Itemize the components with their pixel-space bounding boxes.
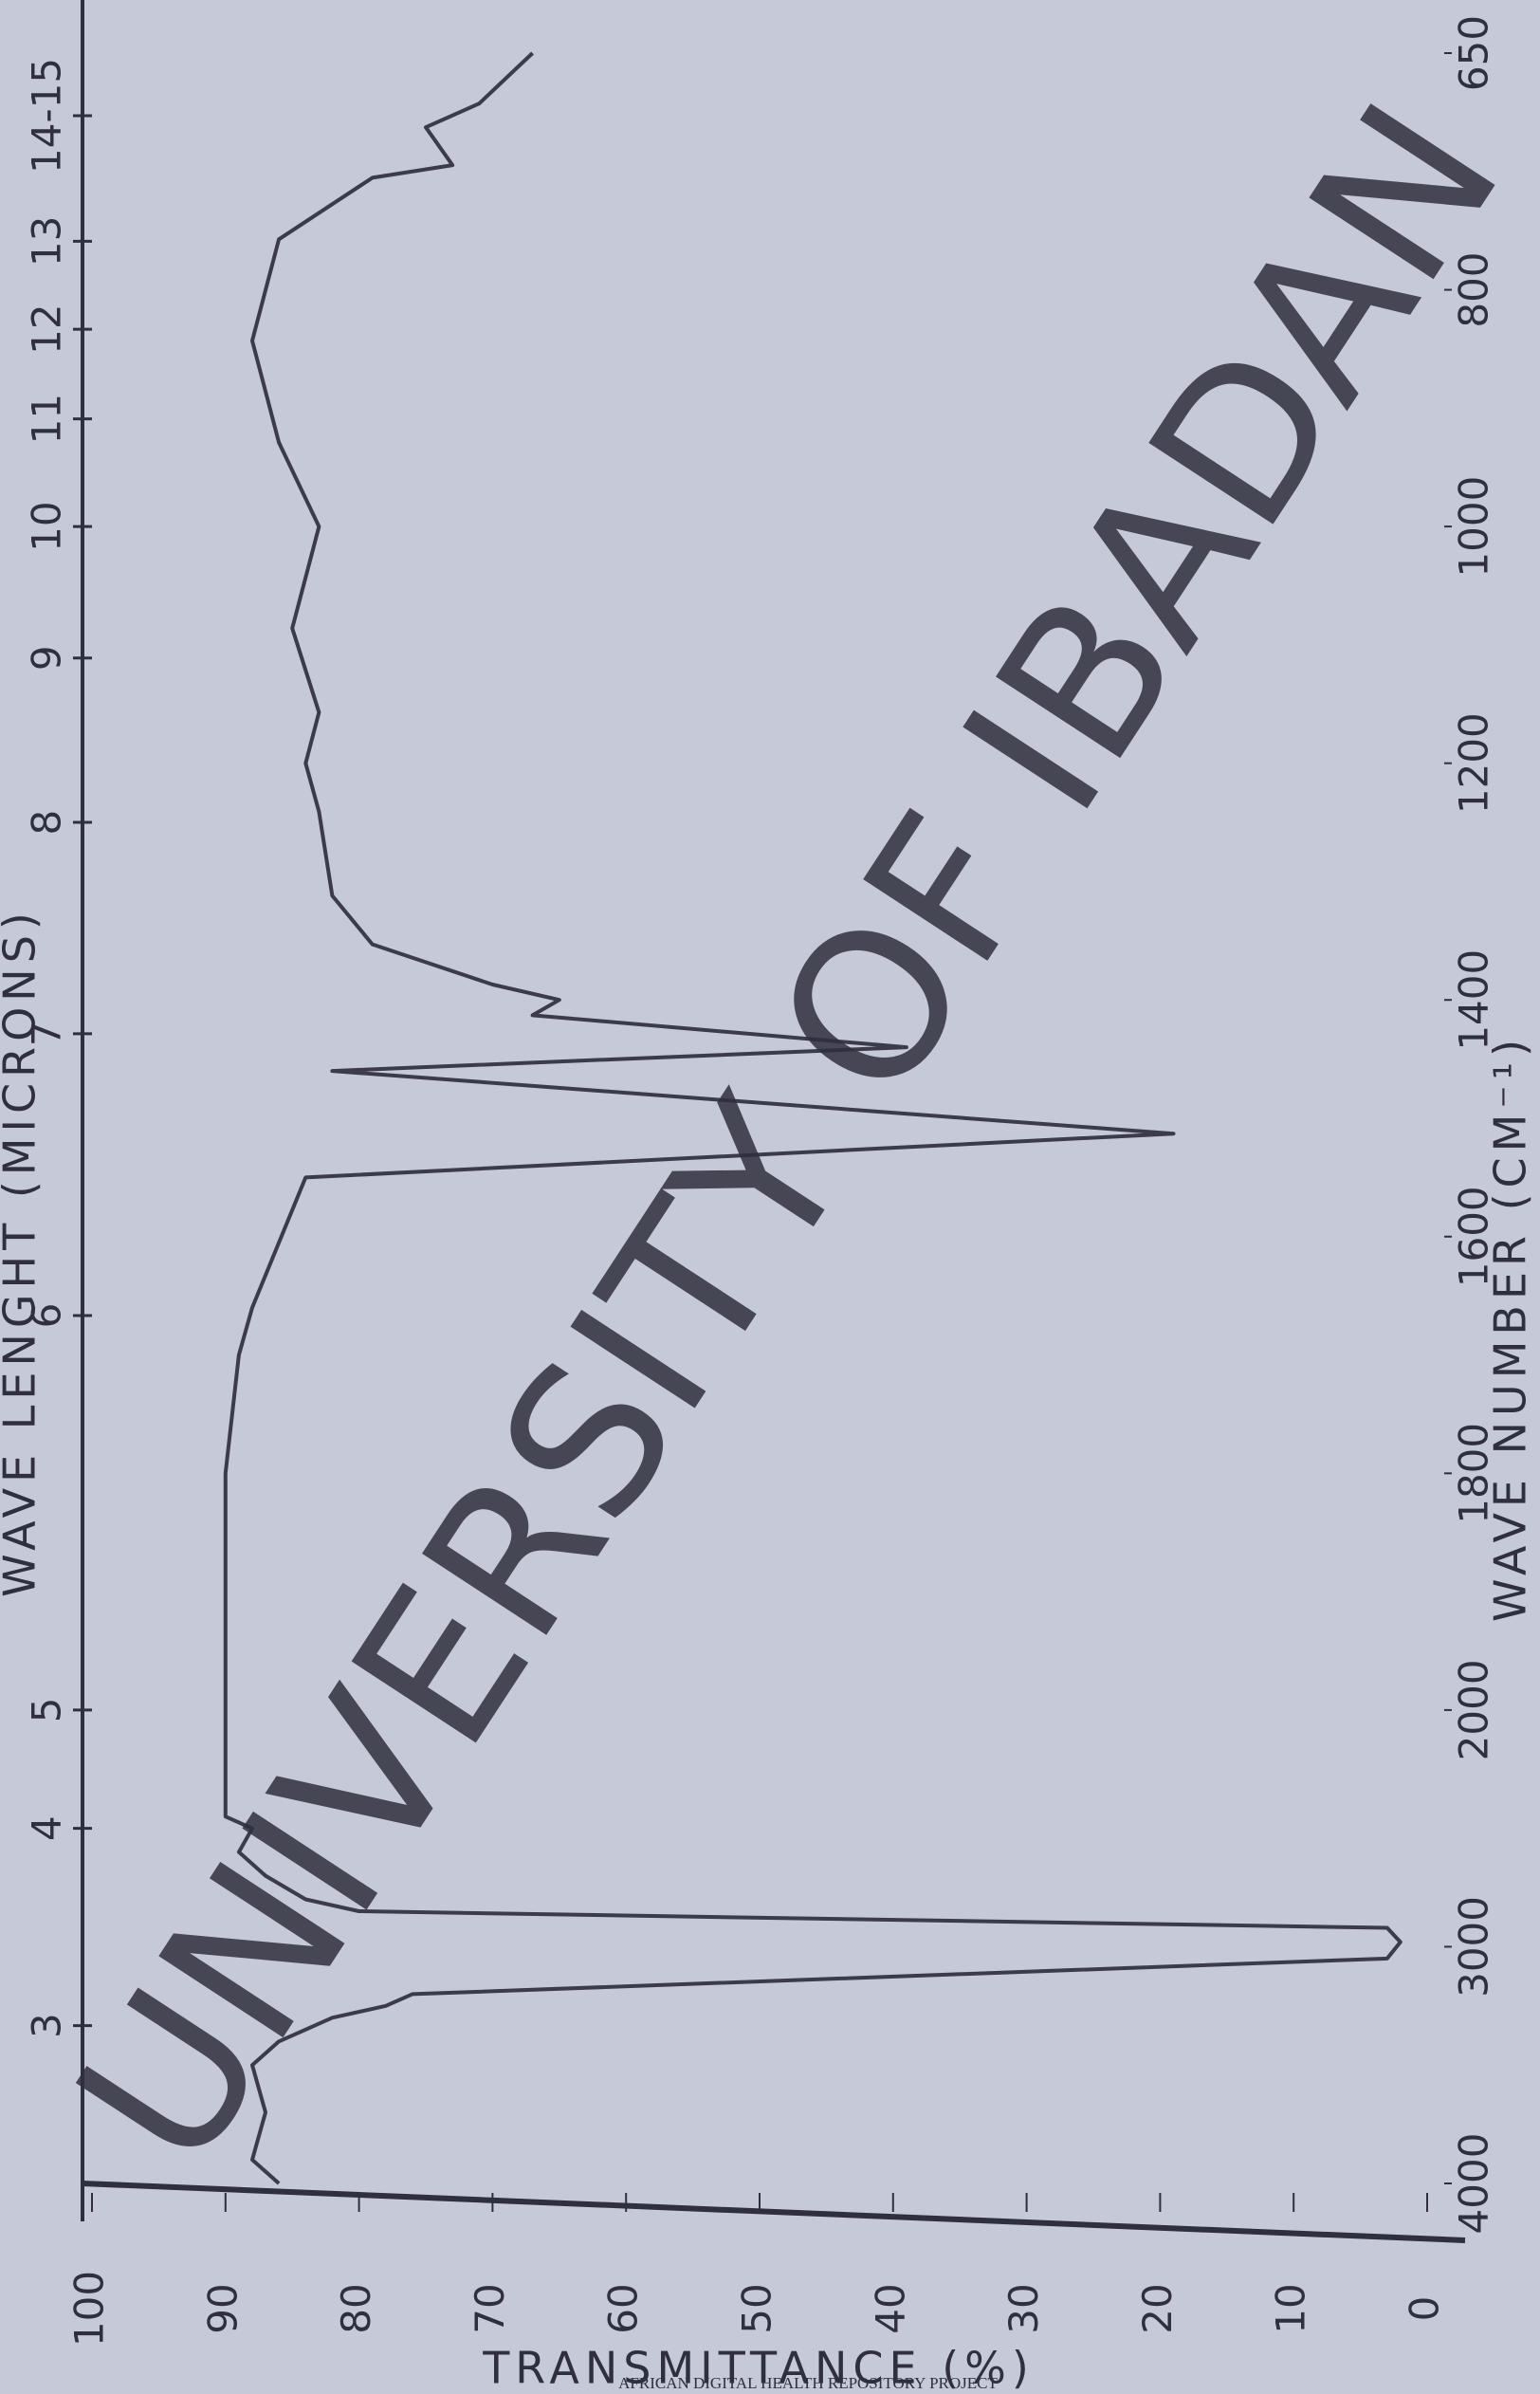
y-tick-label: 90 bbox=[199, 2283, 246, 2333]
x2-tick-label: 12 bbox=[24, 304, 70, 354]
chart: WAVE LENGHT (MICRONS) WAVE NUMBER (CM⁻¹)… bbox=[0, 0, 1540, 2394]
x2-tick-label: 7 bbox=[24, 1022, 70, 1047]
x2-tick-label: 11 bbox=[24, 394, 70, 444]
y-tick-label: 70 bbox=[467, 2283, 513, 2333]
x2-tick-label: 9 bbox=[24, 645, 70, 671]
x-tick-label: 1000 bbox=[1451, 476, 1497, 578]
x-tick-label: 1400 bbox=[1451, 949, 1497, 1051]
x-tick-label: 4000 bbox=[1451, 2133, 1497, 2235]
x2-tick-label: 6 bbox=[24, 1303, 70, 1329]
x-tick-label: 1200 bbox=[1451, 712, 1497, 814]
y-tick-label: 80 bbox=[333, 2283, 379, 2333]
y-tick-label: 20 bbox=[1134, 2283, 1181, 2333]
y-tick-label: 0 bbox=[1402, 2296, 1448, 2322]
y-tick-label: 30 bbox=[1000, 2283, 1047, 2333]
x2-tick-label: 10 bbox=[24, 501, 70, 551]
y-tick-label: 60 bbox=[600, 2283, 647, 2333]
x2-tick-label: 13 bbox=[24, 216, 70, 267]
y-tick-label: 40 bbox=[867, 2283, 913, 2333]
x-tick-label: 3000 bbox=[1451, 1896, 1497, 1998]
x2-axis-title: WAVE LENGHT (MICRONS) bbox=[0, 907, 46, 1597]
x-tick-label: 2000 bbox=[1451, 1659, 1497, 1760]
x-tick-label: 650 bbox=[1451, 15, 1497, 91]
y-tick-label: 50 bbox=[734, 2283, 780, 2333]
footer: AFRICAN DIGITAL HEALTH REPOSITORY PROJEC… bbox=[618, 2374, 998, 2392]
x-tick-label: 1800 bbox=[1451, 1423, 1497, 1524]
y-tick-label: 100 bbox=[66, 2271, 113, 2347]
y-tick-label: 10 bbox=[1268, 2283, 1314, 2333]
x2-tick-label: 4 bbox=[24, 1815, 70, 1841]
x2-tick-label: 14-15 bbox=[24, 58, 70, 174]
x2-tick-label: 5 bbox=[24, 1698, 70, 1723]
x2-tick-label: 8 bbox=[24, 810, 70, 836]
x-axis-title: WAVE NUMBER (CM⁻¹) bbox=[1485, 1034, 1536, 1622]
x-tick-label: 1600 bbox=[1451, 1186, 1497, 1287]
